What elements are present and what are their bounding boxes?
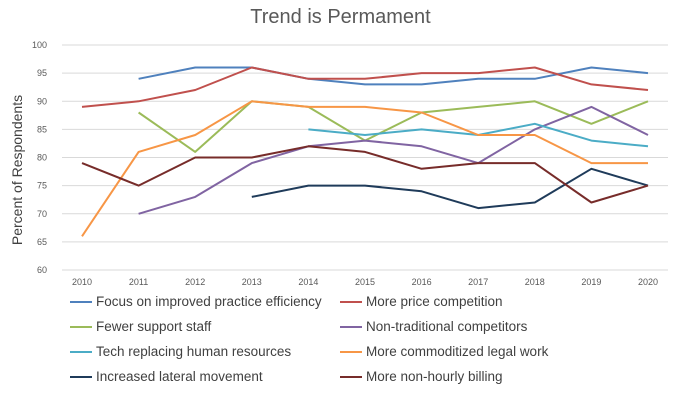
legend-item: More price competition	[340, 294, 503, 309]
x-tick-label: 2012	[185, 277, 205, 287]
x-tick-label: 2013	[242, 277, 262, 287]
y-tick-label: 90	[37, 96, 47, 106]
y-tick-label: 75	[37, 181, 47, 191]
x-tick-label: 2015	[355, 277, 375, 287]
legend-swatch	[340, 300, 362, 303]
x-tick-label: 2016	[412, 277, 432, 287]
legend-label: Increased lateral movement	[96, 369, 263, 384]
legend-item: Non-traditional competitors	[340, 319, 527, 334]
legend-label: Fewer support staff	[96, 319, 212, 334]
x-tick-label: 2020	[638, 277, 658, 287]
legend-item: Fewer support staff	[70, 319, 211, 334]
y-tick-label: 65	[37, 237, 47, 247]
legend-swatch	[70, 300, 92, 303]
legend-swatch	[70, 375, 92, 378]
legend-swatch	[340, 350, 362, 353]
chart-title: Trend is Permament	[250, 6, 431, 28]
legend-swatch	[340, 375, 362, 378]
legend-label: More commoditized legal work	[366, 344, 549, 359]
x-tick-label: 2014	[298, 277, 318, 287]
y-tick-label: 85	[37, 124, 47, 134]
series-line-2	[81, 66, 649, 108]
legend-label: Focus on improved practice efficiency	[96, 294, 322, 309]
x-tick-label: 2017	[468, 277, 488, 287]
y-tick-label: 100	[32, 40, 47, 50]
x-tick-label: 2019	[581, 277, 601, 287]
legend-item: Increased lateral movement	[70, 369, 263, 384]
y-tick-label: 80	[37, 153, 47, 163]
x-tick-label: 2010	[72, 277, 92, 287]
x-tick-label: 2011	[129, 277, 148, 287]
y-tick-label: 60	[37, 265, 47, 275]
legend-label: Non-traditional competitors	[366, 319, 528, 334]
y-tick-labels: 60 65 70 75 80 85 90 95 100	[32, 40, 47, 275]
series-line-1	[138, 66, 649, 86]
series-line-3	[138, 100, 649, 153]
legend-item: More commoditized legal work	[340, 344, 548, 359]
series-line-4	[138, 105, 649, 215]
y-tick-label: 95	[37, 68, 47, 78]
series-line-8	[81, 145, 649, 204]
x-tick-label: 2018	[525, 277, 545, 287]
legend-item: More non-hourly billing	[340, 369, 503, 384]
series-lines	[81, 66, 649, 237]
series-line-7	[251, 167, 649, 210]
legend-label: Tech replacing human resources	[96, 344, 292, 359]
y-tick-label: 70	[37, 209, 47, 219]
legend-swatch	[340, 325, 362, 328]
series-line-6	[81, 100, 648, 237]
legend-item: Focus on improved practice efficiency	[70, 294, 322, 309]
legend-swatch	[70, 325, 92, 328]
legend-swatch	[70, 350, 92, 353]
y-axis-label: Percent of Respondents	[9, 95, 25, 245]
legend-item: Tech replacing human resources	[70, 344, 291, 359]
legend-label: More non-hourly billing	[366, 369, 503, 384]
x-tick-labels: 2010 2011 2012 2013 2014 2015 2016 2017 2018 2019…	[72, 277, 658, 287]
legend-label: More price competition	[366, 294, 503, 309]
